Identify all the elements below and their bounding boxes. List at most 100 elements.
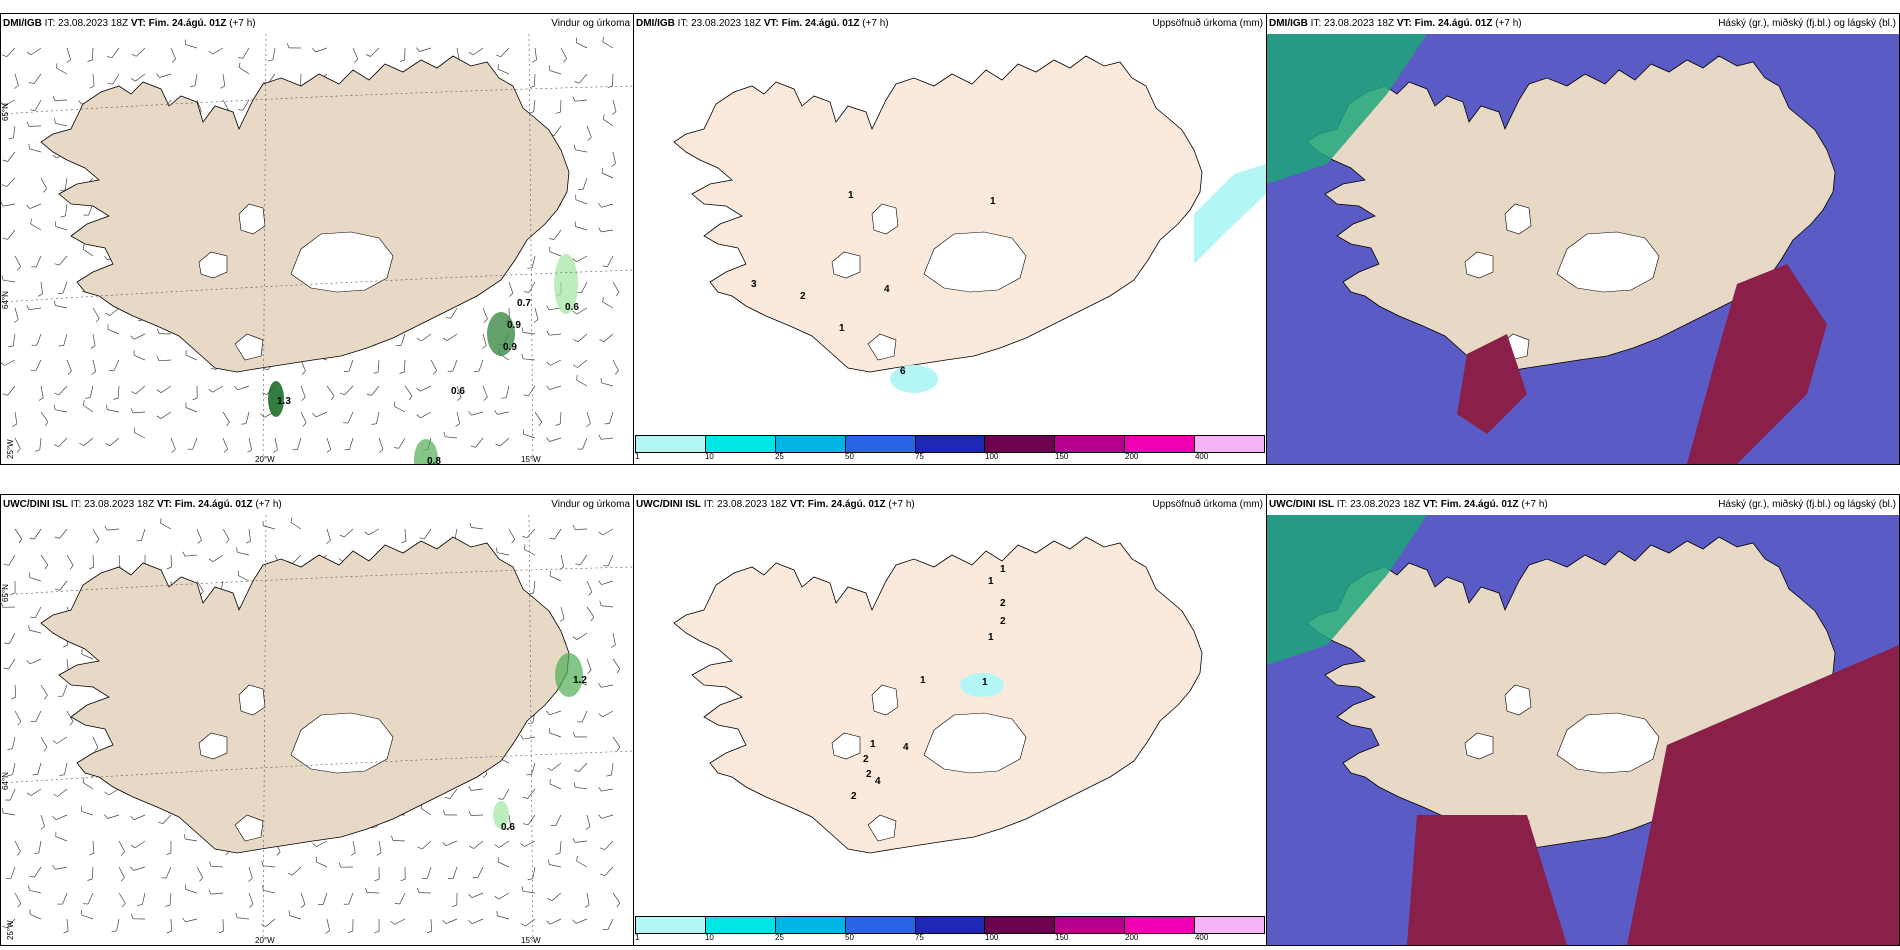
wind-barb xyxy=(601,229,614,233)
wind-barb xyxy=(612,99,617,112)
wind-barb-feather xyxy=(616,668,621,674)
wind-barb xyxy=(35,710,42,722)
wind-barb xyxy=(456,385,462,398)
wind-barb-feather xyxy=(1,201,4,207)
wind-barb-feather xyxy=(301,396,306,401)
panel-wind-row2: UWC/DINI ISL IT: 23.08.2023 18Z VT: Fim.… xyxy=(0,494,634,946)
wind-barb xyxy=(40,411,49,423)
wind-barb xyxy=(612,281,620,293)
wind-barb xyxy=(420,807,432,816)
wind-barb xyxy=(92,554,95,568)
precip-colorbar: 1 10 25 50 75 100 150 200 400 xyxy=(635,916,1265,944)
wind-barb-feather xyxy=(532,59,537,63)
wind-barb xyxy=(559,411,562,425)
wind-barb-feather xyxy=(261,860,264,866)
wind-barb-feather xyxy=(113,397,119,400)
wind-barb xyxy=(576,632,588,640)
wind-barb-feather xyxy=(572,732,576,738)
wind-barb xyxy=(196,866,204,878)
iceland-landmass xyxy=(1306,55,1836,373)
wind-barb-feather xyxy=(56,63,58,69)
wind-barb-feather xyxy=(312,47,316,53)
wind-barb xyxy=(531,762,536,775)
colorbar-label: 200 xyxy=(1125,933,1139,942)
wind-barb-feather xyxy=(199,877,203,882)
wind-barb xyxy=(420,385,432,392)
wind-barb xyxy=(315,47,328,53)
graticule xyxy=(1,515,633,945)
wind-barb xyxy=(553,229,562,240)
wind-barb-feather xyxy=(13,319,19,323)
wind-barb xyxy=(553,125,562,137)
value-label: 0.6 xyxy=(565,302,579,313)
wind-barb-feather xyxy=(598,713,603,718)
wind-barb xyxy=(560,606,565,619)
wind-barb-feather xyxy=(572,919,577,924)
wind-barb-feather xyxy=(54,263,60,266)
wind-barb-feather xyxy=(120,877,125,882)
precip-area xyxy=(960,673,1004,697)
wind-barb xyxy=(62,281,68,294)
wind-barb xyxy=(158,359,172,362)
wind-barb xyxy=(118,554,121,568)
wind-barb xyxy=(371,385,380,396)
wind-barb-feather xyxy=(1,275,4,281)
wind-barb xyxy=(524,840,536,847)
wind-barb-feather xyxy=(52,816,57,821)
wind-barb xyxy=(523,332,536,335)
wind-barb xyxy=(549,783,562,790)
wind-barb xyxy=(586,125,592,138)
wind-barb xyxy=(107,409,120,413)
wind-barb xyxy=(222,73,226,86)
wind-barb xyxy=(248,892,254,905)
model-name: DMI/IGB xyxy=(1269,18,1308,29)
glacier-outline xyxy=(831,251,861,279)
wind-barb xyxy=(550,918,562,925)
wind-barb-feather xyxy=(52,154,57,159)
wind-barb-feather xyxy=(442,810,446,816)
lead-time: (+7 h) xyxy=(229,18,256,29)
low-cloud-area xyxy=(1407,815,1567,945)
wind-barb-feather xyxy=(587,669,592,674)
wind-barb xyxy=(40,385,44,398)
wind-barb xyxy=(575,149,588,153)
wind-barb-feather xyxy=(602,265,608,267)
wind-barb-feather xyxy=(559,618,565,622)
wind-barb xyxy=(531,255,536,268)
lead-time: (+7 h) xyxy=(1521,499,1548,510)
glacier-outline xyxy=(290,712,394,774)
wind-barb xyxy=(575,786,588,790)
wind-barb xyxy=(237,551,250,556)
wind-barb xyxy=(35,606,42,618)
precip-area xyxy=(1194,164,1266,264)
wind-barb xyxy=(248,437,252,450)
wind-barb xyxy=(378,437,384,450)
iceland-landmass xyxy=(40,536,570,854)
wind-barb-feather xyxy=(37,293,43,297)
wind-barb-feather xyxy=(371,826,377,829)
wind-barb-feather xyxy=(494,410,498,415)
wind-barb xyxy=(603,333,614,343)
init-time: 23.08.2023 18Z xyxy=(691,18,762,29)
wind-barb xyxy=(398,437,406,449)
wind-barb xyxy=(300,411,307,423)
wind-barb-feather xyxy=(85,397,91,399)
wind-barb xyxy=(586,658,592,671)
wind-barb xyxy=(577,359,588,368)
wind-barb xyxy=(497,552,510,556)
precip-blob xyxy=(487,312,515,356)
wind-barb xyxy=(497,68,510,75)
wind-barb-feather xyxy=(573,782,576,788)
wind-barb xyxy=(549,437,562,442)
wind-barb xyxy=(33,73,42,84)
wind-barb xyxy=(498,892,510,900)
wind-barb-feather xyxy=(416,387,421,392)
wind-barb-feather xyxy=(166,930,172,934)
panel-precip-row1: DMI/IGB IT: 23.08.2023 18Z VT: Fim. 24.á… xyxy=(633,13,1267,465)
wind-barb-feather xyxy=(63,644,68,648)
latitude-line xyxy=(1,750,633,784)
value-label: 1 xyxy=(988,632,994,643)
wind-barb-feather xyxy=(1,602,4,608)
wind-barb-feather xyxy=(598,580,602,585)
wind-barb xyxy=(89,385,94,398)
